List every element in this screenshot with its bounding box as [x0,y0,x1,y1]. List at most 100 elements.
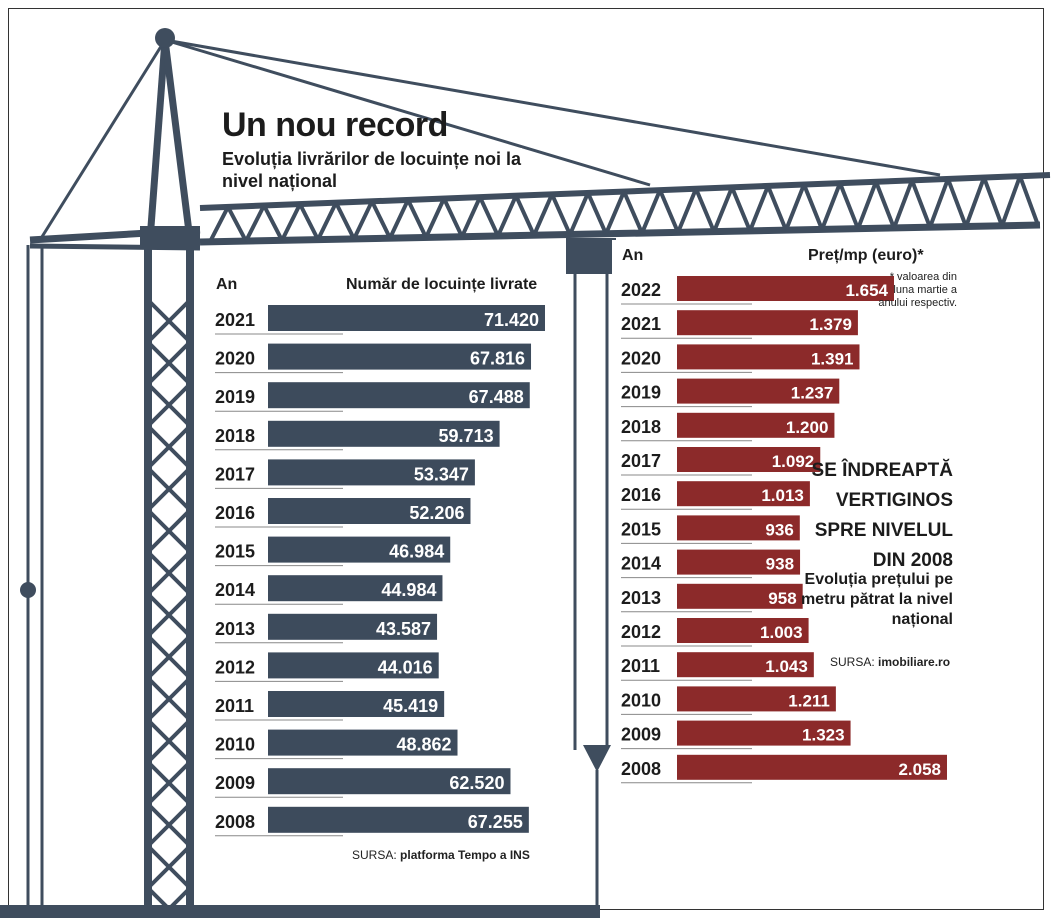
left-source-name: platforma Tempo a INS [400,848,530,862]
bar-value-label: 48.862 [396,735,451,755]
bar [677,344,860,370]
bar-value-label: 1.654 [845,281,888,300]
year-label: 2015 [621,519,661,539]
bar-value-label: 67.488 [469,387,524,407]
bar-value-label: 62.520 [449,773,504,793]
bar-value-label: 67.816 [470,349,525,369]
bar [677,549,801,575]
year-label: 2016 [621,485,661,505]
bar [268,768,511,795]
price-footnote: * valoarea din luna martie a anului resp… [878,271,957,309]
left-source: SURSA: platforma Tempo a INS [352,848,530,862]
year-label: 2020 [621,348,661,368]
bar-value-label: 59.713 [439,426,494,446]
year-label: 2012 [621,622,661,642]
year-label: 2010 [215,735,255,755]
bar-value-label: 1.013 [761,486,804,505]
year-label: 2021 [215,310,255,330]
bar-value-label: 1.092 [772,452,815,471]
year-label: 2014 [621,554,661,574]
bar-value-label: 44.984 [381,580,436,600]
price-subheadline: Evoluția prețului pe metru pătrat la niv… [800,571,953,628]
right-year-header: An [622,247,644,264]
bar [677,276,894,301]
bar [268,575,443,602]
bar-value-label: 46.984 [389,542,444,562]
bar-value-label: 1.211 [788,691,830,710]
bar [268,806,529,833]
bar [677,618,809,643]
bar-value-label: 71.420 [484,310,539,330]
bar-value-label: 44.016 [378,657,433,677]
bar [268,652,439,679]
bar [268,613,438,640]
page-subtitle: Evoluția livrărilor de locuințe noi la n… [222,148,522,192]
bar [677,720,851,746]
bar [677,686,836,712]
bar-value-label: 2.058 [898,760,941,779]
bar [677,481,810,507]
left-source-label: SURSA: [352,848,397,862]
right-source: SURSA: imobiliare.ro [830,655,950,669]
bar-value-label: 1.237 [791,384,834,403]
bar-value-label: 43.587 [376,619,431,639]
bar [268,536,451,563]
year-label: 2014 [215,580,255,600]
bar-value-label: 1.043 [765,657,808,676]
bar [677,515,800,541]
bar [268,459,475,486]
bar [268,729,458,756]
bar-value-label: 958 [768,589,796,608]
year-label: 2019 [215,387,255,407]
year-label: 2010 [621,690,661,710]
bar [268,305,545,331]
bar [677,412,835,438]
bar-value-label: 938 [766,555,794,574]
bar-value-label: 52.206 [409,503,464,523]
bar [677,583,803,609]
bar [677,447,821,472]
right-source-name: imobiliare.ro [878,655,951,669]
bar-value-label: 1.323 [802,726,845,745]
year-label: 2008 [621,759,661,779]
page-title: Un nou record [222,106,448,144]
bar [677,378,840,404]
right-source-label: SURSA: [830,655,875,669]
year-label: 2018 [215,426,255,446]
year-label: 2017 [621,451,661,471]
bar [268,691,445,717]
bar [268,498,471,524]
year-label: 2009 [621,725,661,745]
year-label: 2017 [215,464,255,484]
year-label: 2016 [215,503,255,523]
year-label: 2021 [621,314,661,334]
year-label: 2011 [621,656,660,676]
year-label: 2013 [215,619,255,639]
left-value-header: Număr de locuințe livrate [346,276,538,293]
bar-value-label: 67.255 [468,812,523,832]
bar-value-label: 1.379 [809,315,852,334]
bar [268,420,500,447]
year-label: 2015 [215,542,255,562]
left-year-header: An [216,276,238,293]
year-label: 2018 [621,417,661,437]
year-label: 2022 [621,280,661,300]
price-headline: SE ÎNDREAPTĂ VERTIGINOS SPRE NIVELUL DIN… [811,460,953,571]
year-label: 2008 [215,812,255,832]
bar [268,343,532,370]
year-label: 2009 [215,773,255,793]
right-value-header: Preț/mp (euro)* [808,247,924,264]
year-label: 2012 [215,657,255,677]
bar [268,382,530,409]
bar-value-label: 936 [765,520,793,539]
year-label: 2019 [621,383,661,403]
bar [677,652,814,678]
bar-value-label: 1.200 [786,418,829,437]
year-label: 2020 [215,349,255,369]
year-label: 2011 [215,696,254,716]
bar [677,310,858,336]
